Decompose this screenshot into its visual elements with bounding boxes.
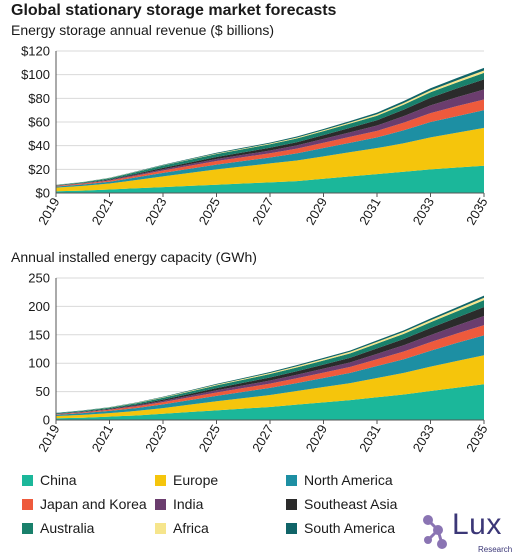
capacity-y-tick-label: 200 xyxy=(28,299,50,314)
page-title: Global stationary storage market forecas… xyxy=(11,2,337,19)
lux-logo-icon xyxy=(423,515,447,549)
capacity-y-tick-label: 100 xyxy=(28,356,50,371)
logo-text: Lux xyxy=(452,508,502,541)
legend-swatch xyxy=(286,474,297,486)
legend-label: Japan and Korea xyxy=(40,496,147,512)
revenue-y-tick-label: $40 xyxy=(28,138,50,153)
revenue-x-tick-label: 2035 xyxy=(463,195,490,228)
revenue-x-tick-label: 2025 xyxy=(196,195,223,228)
legend-item-europe: Europe xyxy=(155,472,218,488)
revenue-y-tick-label: $0 xyxy=(36,186,50,201)
capacity-x-tick-label: 2031 xyxy=(356,422,383,455)
legend-swatch xyxy=(286,498,297,510)
legend-swatch xyxy=(286,522,297,534)
revenue-area-china xyxy=(56,165,484,193)
revenue-x-tick-label: 2031 xyxy=(356,195,383,228)
legend-label: South America xyxy=(304,520,396,536)
legend-label: China xyxy=(40,472,77,488)
capacity-chart: 0 50 100 150 200 250 2019 2021 2023 2025 2027 2029 2… xyxy=(28,271,490,455)
legend-item-india: India xyxy=(155,496,203,512)
capacity-x-tick-label: 2023 xyxy=(142,422,169,455)
legend-swatch xyxy=(155,474,166,486)
revenue-y-tick-label: $60 xyxy=(28,115,50,130)
legend-item-china: China xyxy=(22,472,77,488)
legend: China Europe North America Japan and Korea I… xyxy=(0,468,523,548)
revenue-area-europe xyxy=(56,127,484,192)
capacity-x-tick-label: 2021 xyxy=(89,422,116,455)
legend-label: Africa xyxy=(173,520,209,536)
capacity-area-china xyxy=(56,384,484,420)
capacity-x-tick-label: 2035 xyxy=(463,422,490,455)
capacity-x-tick-label: 2025 xyxy=(196,422,223,455)
revenue-x-tick-label: 2021 xyxy=(89,195,116,228)
legend-swatch xyxy=(22,474,33,486)
legend-swatch xyxy=(22,522,33,534)
legend-item-africa: Africa xyxy=(155,520,209,536)
revenue-chart-subtitle: Energy storage annual revenue ($ billion… xyxy=(11,22,275,38)
legend-swatch xyxy=(155,498,166,510)
legend-label: North America xyxy=(304,472,393,488)
revenue-y-tick-label: $120 xyxy=(21,44,50,59)
capacity-y-tick-label: 250 xyxy=(28,271,50,286)
legend-label: Australia xyxy=(40,520,95,536)
legend-item-australia: Australia xyxy=(22,520,94,536)
legend-label: India xyxy=(173,496,204,512)
capacity-y-tick-label: 150 xyxy=(28,327,50,342)
logo-subtext: Research xyxy=(478,545,513,554)
revenue-x-tick-label: 2023 xyxy=(142,195,169,228)
revenue-x-tick-label: 2027 xyxy=(249,195,276,228)
legend-item-southeast-asia: Southeast Asia xyxy=(286,496,397,512)
revenue-y-tick-label: $20 xyxy=(28,162,50,177)
revenue-x-tick-label: 2029 xyxy=(303,195,330,228)
capacity-y-tick-label: 0 xyxy=(43,413,50,428)
legend-label: Southeast Asia xyxy=(304,496,398,512)
legend-item-south-america: South America xyxy=(286,520,395,536)
capacity-chart-subtitle: Annual installed energy capacity (GWh) xyxy=(11,249,257,265)
capacity-x-tick-label: 2033 xyxy=(410,422,437,455)
legend-label: Europe xyxy=(173,472,219,488)
capacity-area-europe xyxy=(56,355,484,419)
legend-item-north-america: North America xyxy=(286,472,393,488)
revenue-x-tick-label: 2033 xyxy=(410,195,437,228)
capacity-x-tick-label: 2019 xyxy=(35,422,62,455)
capacity-x-tick-label: 2027 xyxy=(249,422,276,455)
legend-swatch xyxy=(22,498,33,510)
capacity-x-tick-label: 2029 xyxy=(303,422,330,455)
legend-swatch xyxy=(155,522,166,534)
capacity-y-tick-label: 50 xyxy=(36,384,50,399)
revenue-y-tick-label: $100 xyxy=(21,67,50,82)
revenue-y-tick-label: $80 xyxy=(28,91,50,106)
legend-item-japan-and-korea: Japan and Korea xyxy=(22,496,147,512)
